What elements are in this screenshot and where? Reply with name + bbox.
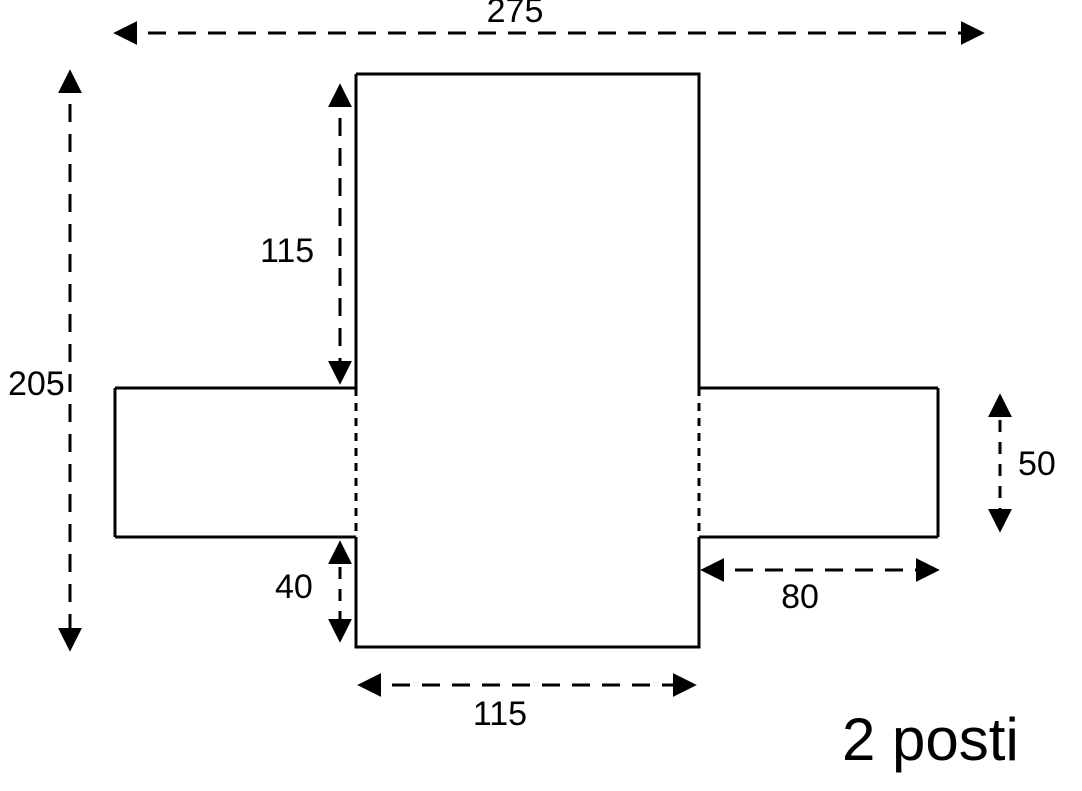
- label-height-total: 205: [8, 365, 65, 403]
- label-bottom-gap: 40: [275, 568, 313, 606]
- label-width-total: 275: [487, 0, 544, 30]
- dimension-lines: [70, 33, 1000, 685]
- dimension-labels: 275 205 115 40 50 80 115: [8, 0, 1056, 733]
- caption-text: 2 posti: [842, 706, 1019, 773]
- label-center-width: 115: [473, 695, 527, 733]
- shape-outline: [115, 74, 938, 647]
- shape-dashed-joins: [356, 388, 699, 537]
- label-top-segment: 115: [260, 232, 314, 270]
- label-right-height: 50: [1018, 445, 1056, 483]
- label-right-width: 80: [781, 578, 819, 616]
